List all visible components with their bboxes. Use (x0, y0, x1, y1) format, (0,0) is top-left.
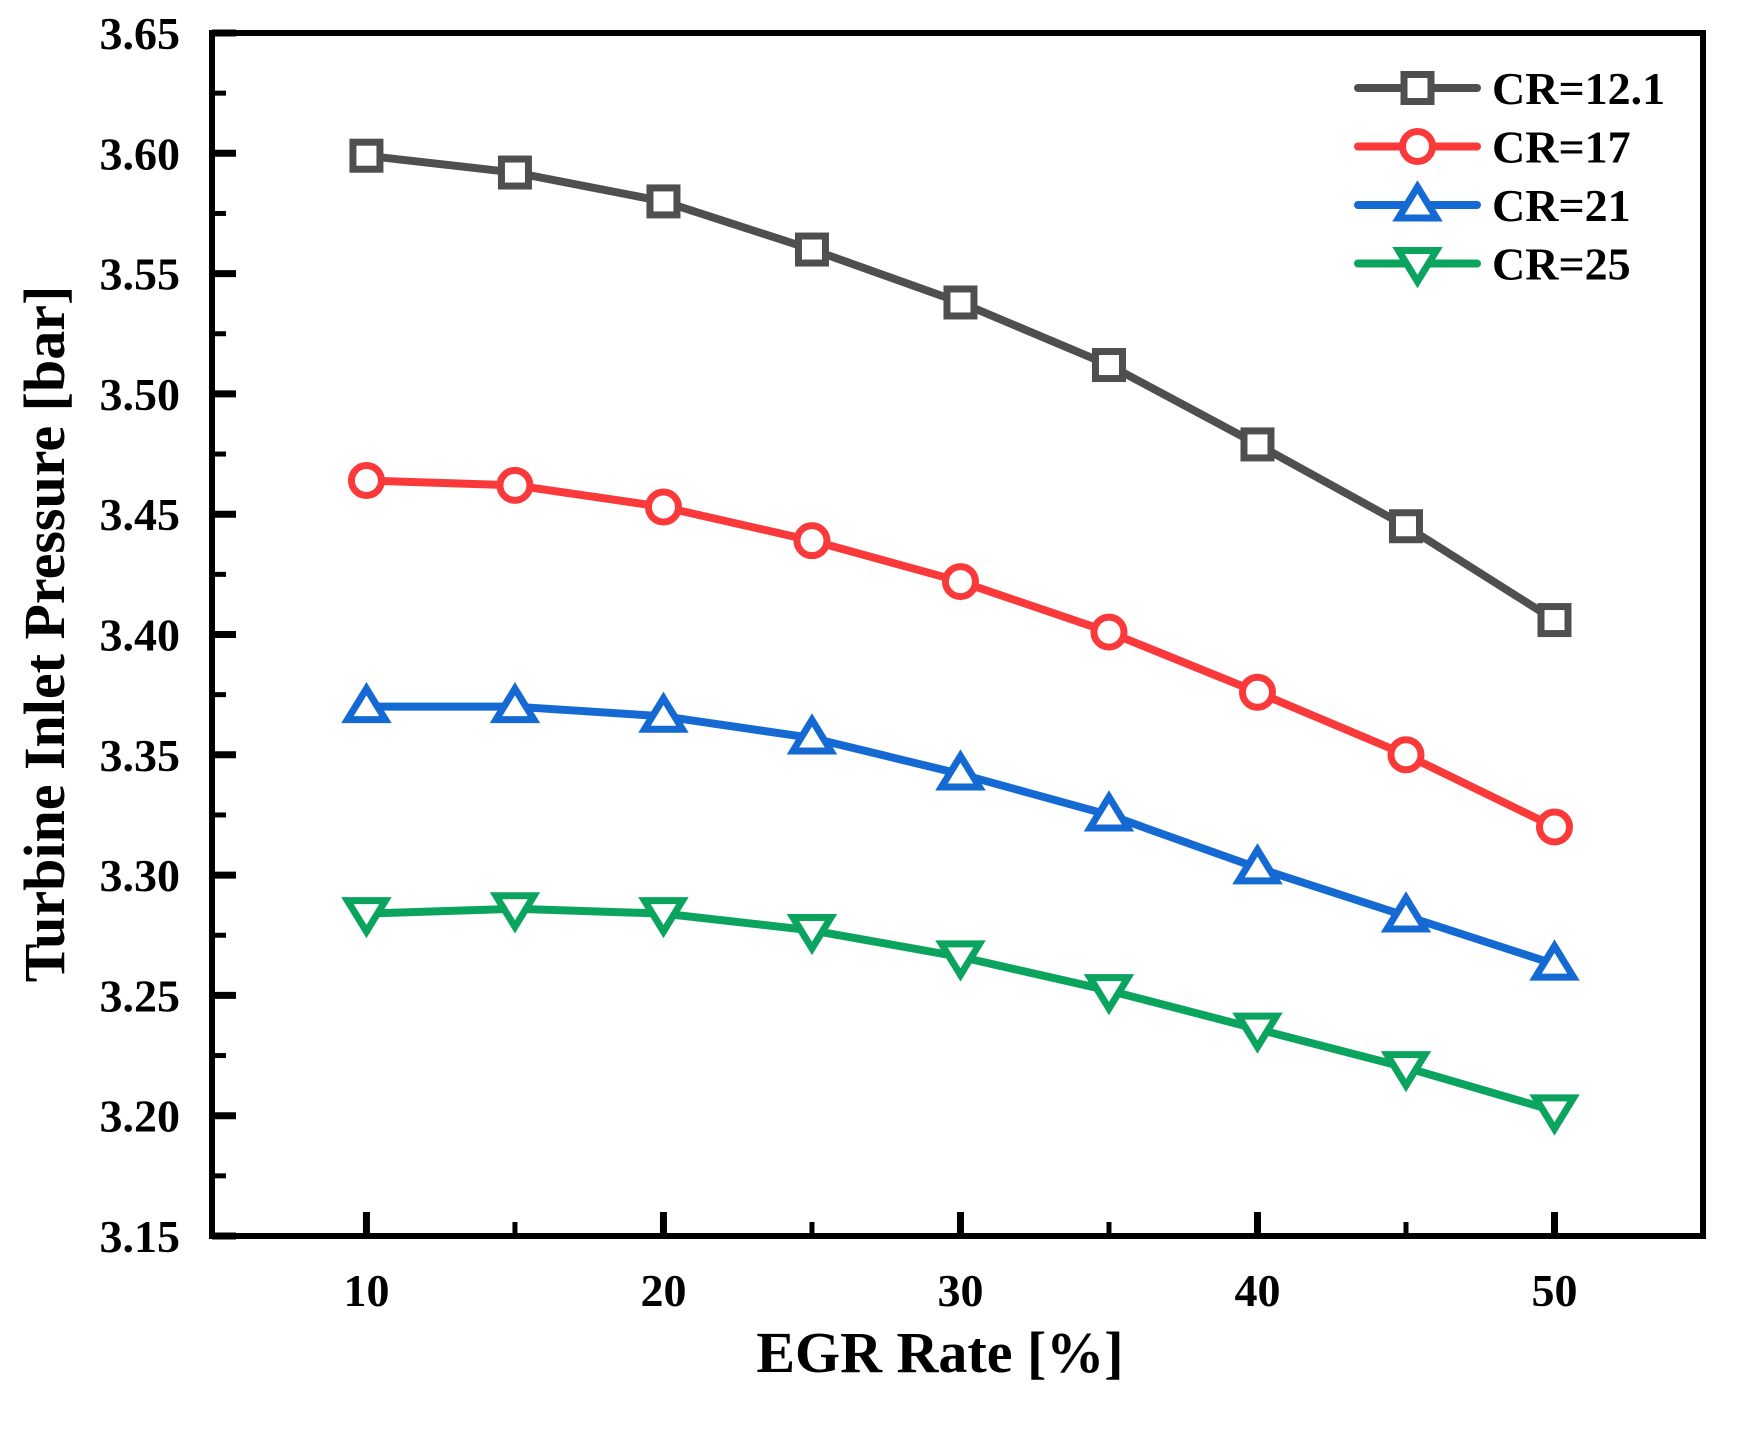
marker-triangle-down (1529, 1094, 1580, 1136)
marker-triangle-down (489, 892, 541, 934)
y-tick-label: 3.55 (100, 249, 181, 300)
legend-item-CR=21: CR=21 (1354, 180, 1631, 231)
marker-triangle-down (935, 940, 986, 982)
data-series (341, 138, 1580, 1136)
marker-triangle-up (638, 691, 689, 733)
tick-labels: 10 20 30 40 50 3.15 3.20 3.25 3.30 3.35 3.40 3.45 3.… (100, 8, 1578, 1316)
marker-circle (347, 462, 385, 500)
marker-square (943, 285, 978, 320)
marker-circle (496, 466, 534, 504)
marker-square (1240, 427, 1275, 462)
marker-triangle-up (1232, 843, 1283, 885)
plot-border (209, 30, 1706, 1239)
y-tick-label: 3.20 (100, 1091, 181, 1142)
marker-triangle-up (489, 681, 541, 724)
marker-square (794, 232, 829, 267)
series-line (366, 904, 1556, 1115)
marker-triangle-down (1232, 1012, 1283, 1054)
marker-circle (1387, 736, 1425, 774)
marker-triangle-down (638, 897, 689, 939)
marker-triangle-up (935, 749, 986, 791)
legend-item-CR=25: CR=25 (1354, 239, 1631, 290)
marker-square (1388, 509, 1423, 544)
x-tick-label: 50 (1531, 1265, 1577, 1316)
y-tick-label: 3.60 (100, 128, 181, 179)
series-CR=25 (341, 892, 1580, 1136)
legend-label: CR=21 (1492, 180, 1631, 231)
marker-circle (644, 488, 682, 526)
y-axis-title: Turbine Inlet Pressure [bar] (12, 286, 77, 983)
marker-triangle-down (1083, 974, 1135, 1016)
marker-square (1091, 348, 1126, 383)
marker-triangle-up (786, 713, 838, 755)
marker-square (497, 155, 532, 190)
x-tick-label: 40 (1234, 1265, 1280, 1316)
marker-triangle-up (1392, 180, 1443, 222)
marker-square (1537, 603, 1572, 638)
marker-square (646, 184, 681, 219)
x-axis-title: EGR Rate [%] (756, 1320, 1123, 1385)
x-tick-label: 10 (343, 1265, 389, 1316)
marker-circle (1399, 128, 1436, 165)
series-CR=17 (347, 462, 1573, 846)
series-CR=21 (341, 681, 1580, 981)
legend-item-CR=12.1: CR=12.1 (1354, 63, 1665, 114)
marker-circle (793, 522, 831, 560)
x-tick-label: 30 (937, 1265, 983, 1316)
marker-triangle-down (341, 897, 392, 939)
legend-label: CR=12.1 (1492, 63, 1665, 114)
y-tick-label: 3.15 (100, 1211, 181, 1262)
marker-triangle-up (1083, 790, 1135, 832)
y-tick-label: 3.45 (100, 489, 181, 540)
x-tick-label: 20 (640, 1265, 686, 1316)
marker-triangle-down (1380, 1051, 1432, 1093)
y-tick-label: 3.50 (100, 369, 181, 420)
marker-circle (941, 563, 979, 601)
marker-circle (1090, 613, 1128, 651)
legend-item-CR=17: CR=17 (1354, 122, 1631, 173)
legend-label: CR=17 (1492, 122, 1631, 173)
y-tick-label: 3.25 (100, 970, 181, 1021)
legend-label: CR=25 (1492, 239, 1631, 290)
y-tick-label: 3.30 (100, 850, 181, 901)
marker-triangle-up (341, 681, 392, 724)
marker-triangle-up (1529, 939, 1580, 981)
marker-triangle-down (1392, 247, 1443, 289)
marker-square (1400, 71, 1435, 105)
y-tick-label: 3.40 (100, 610, 181, 661)
legend: CR=12.1 CR=17 CR=21 CR=25 (1354, 63, 1665, 290)
marker-triangle-up (1380, 891, 1432, 933)
y-tick-label: 3.65 (100, 8, 181, 59)
marker-square (349, 138, 384, 173)
marker-circle (1238, 673, 1276, 711)
series-line (365, 151, 1557, 624)
y-tick-label: 3.35 (100, 730, 181, 781)
marker-triangle-down (786, 913, 838, 956)
marker-circle (1535, 808, 1573, 846)
series-CR=12.1 (349, 138, 1572, 638)
